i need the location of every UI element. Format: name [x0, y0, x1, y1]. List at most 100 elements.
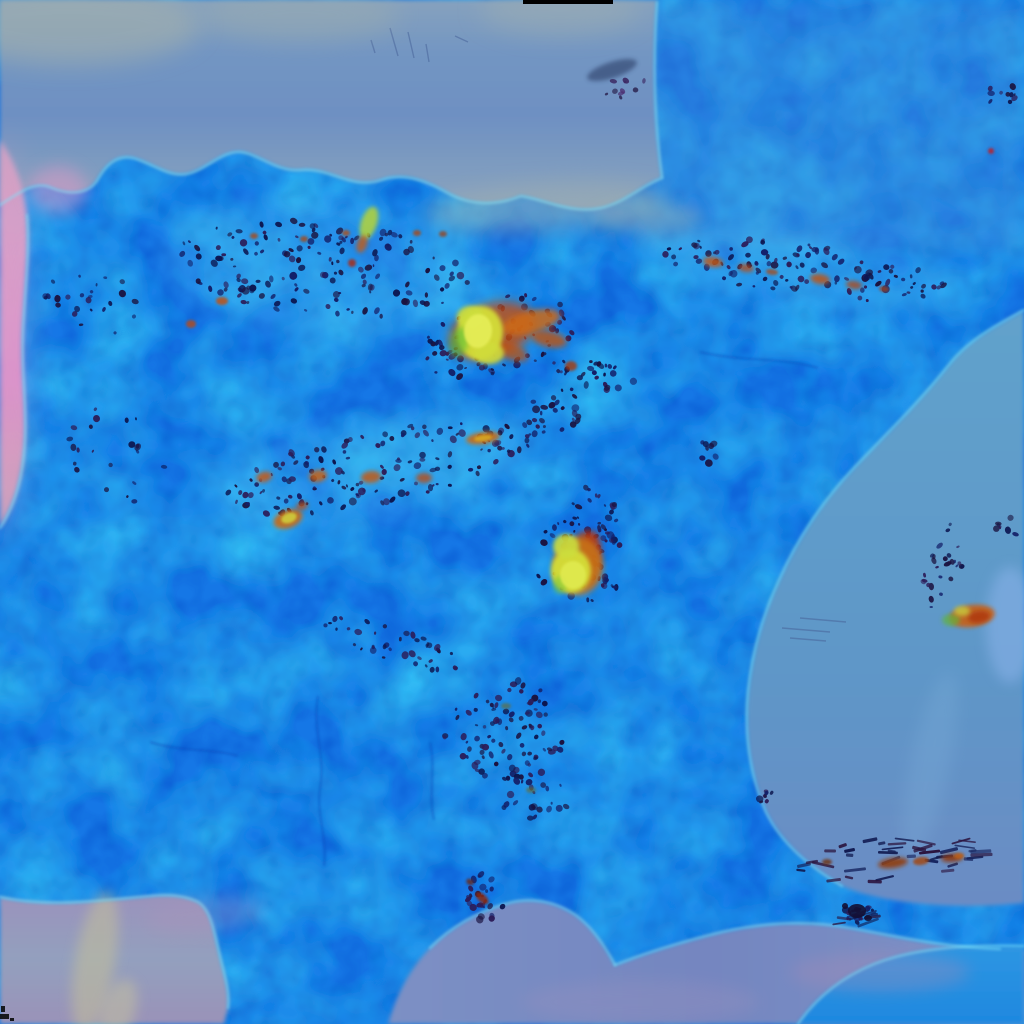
- speckle-cluster-nevada-west-dots: [756, 789, 774, 804]
- fire-ember: [216, 297, 228, 305]
- speckle-cluster-biscay-purple-specks: [604, 77, 646, 100]
- sea-scratch-mark: [781, 627, 831, 633]
- corner-scribble-mark: [1, 1006, 5, 1012]
- speckle-cluster-madrid-fire-tail: [552, 359, 638, 393]
- speckle-cluster-south-central-cluster: [442, 677, 565, 780]
- river-line: [429, 741, 435, 821]
- fire-ember: [879, 285, 889, 293]
- coastline-highlight: [0, 150, 664, 211]
- speckle-cluster-south-lower-cluster: [501, 764, 570, 821]
- fire-ember: [766, 268, 778, 276]
- fire-ember: [474, 434, 492, 442]
- thermal-hotspot-blob: [474, 342, 504, 364]
- speckle-cluster-france-ne-specks: [987, 83, 1018, 105]
- speckle-cluster-balearic-east-dots: [993, 514, 1019, 537]
- haze-patch: [593, 202, 703, 234]
- fire-ember: [878, 857, 908, 869]
- sea-scratch-mark: [389, 27, 399, 57]
- fire-ember: [342, 230, 350, 236]
- haze-patch: [0, 0, 200, 65]
- fire-ember: [361, 470, 381, 484]
- speckle-cluster-cantabrian-range: [163, 199, 477, 337]
- thermal-hotspot-layer: [348, 206, 995, 628]
- haze-patch: [790, 952, 970, 992]
- corner-scribble-mark: [0, 1014, 9, 1019]
- fire-ember: [281, 512, 297, 524]
- speckle-cluster-iberian-system: [214, 409, 536, 527]
- small-ember-layer: [186, 148, 994, 905]
- fire-ember: [822, 859, 832, 865]
- thermal-hotspot-blob: [348, 259, 356, 267]
- fire-ember: [413, 230, 421, 236]
- thermal-hotspot-blob: [463, 314, 493, 348]
- coastline-highlight: [653, 0, 664, 179]
- speckle-cluster-iberian-northeast: [497, 387, 582, 454]
- top-black-bar: [523, 0, 613, 4]
- france-muted-region: [640, 0, 1024, 250]
- thermal-hotspot-blob: [954, 606, 970, 616]
- haze-patch: [520, 980, 760, 1024]
- fire-ember: [703, 256, 723, 268]
- fire-ember: [526, 787, 536, 793]
- terrain-speckle-layer: [42, 77, 1019, 928]
- speckle-cluster-sierra-nevada-streaks: [796, 837, 993, 884]
- corner-scribble-mark: [10, 1018, 14, 1021]
- speckle-cluster-west-scatter: [66, 407, 168, 504]
- river-line: [315, 695, 326, 867]
- haze-patch: [902, 671, 958, 859]
- sea-scratch-mark: [454, 35, 469, 43]
- fire-ember: [186, 320, 196, 328]
- fire-ember: [300, 236, 308, 242]
- thermal-hotspot-blob: [498, 342, 528, 362]
- thermal-hotspot-blob: [560, 561, 586, 589]
- haze-patch: [145, 896, 265, 934]
- sea-scratch-mark: [425, 43, 430, 63]
- speckle-cluster-ebro-specks: [699, 440, 719, 467]
- sea-scratch-mark: [370, 39, 376, 54]
- thermal-hotspot-blob: [449, 327, 469, 357]
- coastline-highlight: [796, 944, 1024, 1024]
- alboran-dark-blob: [848, 904, 866, 918]
- sea-scratch-mark: [789, 637, 827, 642]
- speckle-cluster-cantabrian-west: [42, 274, 139, 335]
- sea-scratch-mark: [407, 31, 415, 59]
- river-line: [699, 351, 819, 369]
- haze-patch: [986, 567, 1024, 683]
- alboran-dark-blob: [842, 903, 848, 909]
- biscay-smudge: [587, 58, 637, 82]
- thermal-hotspot-blob: [501, 309, 561, 335]
- fire-ember: [501, 703, 511, 709]
- fire-ember: [954, 852, 964, 860]
- thermal-hotspot-blob: [968, 610, 990, 624]
- haze-patch: [0, 140, 26, 540]
- river-line: [149, 741, 239, 757]
- thermal-hotspot-blob: [942, 614, 960, 626]
- alboran-dark-blob: [864, 915, 872, 921]
- thermal-hotspot-blob: [531, 330, 567, 348]
- sea-scratch-mark: [799, 617, 847, 623]
- haze-patch: [98, 979, 138, 1024]
- haze-patch: [200, 0, 400, 41]
- fire-ember: [913, 856, 929, 866]
- haze-patch: [480, 0, 640, 34]
- fire-ember: [475, 891, 489, 905]
- speckle-cluster-sierra-morena: [323, 615, 458, 673]
- coastline-highlight: [428, 899, 617, 967]
- thermal-hotspot-blob: [553, 534, 579, 558]
- coastline-highlight: [0, 894, 230, 1010]
- thermal-hotspot-blob: [356, 235, 368, 253]
- fire-ember: [810, 273, 830, 285]
- fire-ember: [439, 231, 447, 237]
- fire-ember: [738, 263, 754, 273]
- coastline-highlight: [0, 213, 30, 530]
- fire-ember: [416, 473, 432, 483]
- sea-mediterranean-east: [746, 310, 1024, 906]
- fire-ember: [565, 361, 577, 371]
- coastline-highlight: [745, 308, 1024, 888]
- fire-ember: [250, 233, 258, 239]
- fire-ember: [256, 471, 272, 483]
- thermal-hotspot-blob: [359, 206, 379, 240]
